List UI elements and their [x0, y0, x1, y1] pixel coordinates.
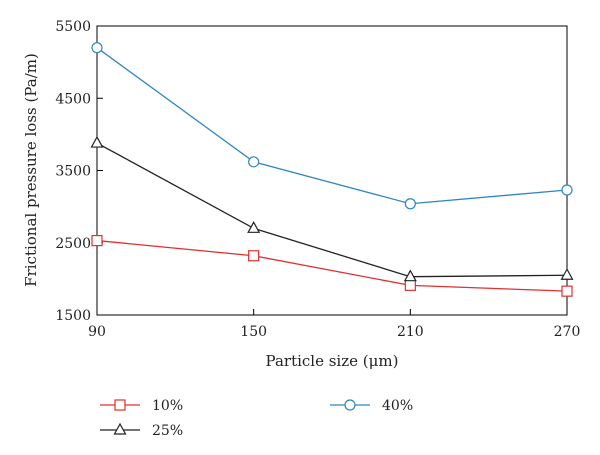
x-tick-label: 210: [397, 324, 424, 340]
x-axis: 90 150 210 270: [88, 309, 580, 340]
data-point-25: [90, 135, 104, 148]
data-point-40: [91, 42, 103, 54]
legend-label: 25%: [152, 423, 183, 439]
x-tick-label: 150: [240, 324, 267, 340]
legend-label: 10%: [152, 398, 183, 414]
x-axis-label: Particle size (μm): [266, 352, 399, 370]
data-point-10: [91, 234, 103, 247]
legend-item-25: 25%: [100, 422, 183, 439]
y-tick-label: 4500: [55, 91, 91, 107]
data-point-10: [561, 285, 573, 297]
y-tick-label: 3500: [55, 164, 91, 180]
y-tick-label: 5500: [55, 19, 91, 35]
data-point-40: [404, 198, 416, 210]
data-point-25: [247, 221, 261, 233]
data-point-40: [561, 184, 573, 196]
y-tick-label: 2500: [55, 236, 91, 252]
series-10: [91, 234, 573, 297]
legend: 10% 25% 40%: [100, 398, 413, 439]
series-40: [91, 42, 573, 210]
x-tick-label: 90: [88, 324, 106, 340]
data-point-25: [560, 268, 574, 280]
y-axis-label: Frictional pressure loss (Pa/m): [22, 53, 40, 287]
data-point-40: [248, 156, 260, 168]
legend-item-40: 40%: [330, 398, 413, 414]
legend-label: 40%: [382, 398, 413, 414]
legend-marker: [113, 422, 127, 435]
x-tick-label: 270: [554, 324, 581, 340]
y-tick-label: 1500: [55, 308, 91, 324]
series-line-25: [96, 142, 568, 278]
data-point-10: [404, 279, 416, 291]
data-point-25: [403, 269, 417, 282]
data-point-10: [248, 250, 260, 262]
series-layer: [90, 42, 574, 297]
series-25: [90, 135, 574, 282]
series-line-10: [96, 239, 568, 292]
y-axis: 1500 2500 3500 4500 5500: [55, 19, 103, 324]
legend-marker: [344, 399, 356, 411]
series-line-40: [96, 47, 568, 205]
legend-item-10: 10%: [100, 398, 183, 414]
plot-area-frame: [96, 25, 568, 316]
legend-marker: [114, 399, 126, 411]
